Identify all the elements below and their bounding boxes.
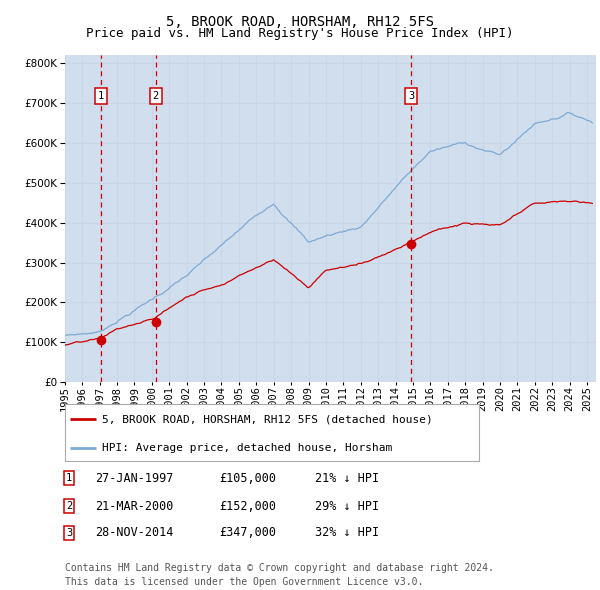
Text: Contains HM Land Registry data © Crown copyright and database right 2024.: Contains HM Land Registry data © Crown c… — [65, 563, 494, 573]
Text: 5, BROOK ROAD, HORSHAM, RH12 5FS (detached house): 5, BROOK ROAD, HORSHAM, RH12 5FS (detach… — [102, 414, 433, 424]
Text: 21-MAR-2000: 21-MAR-2000 — [95, 500, 173, 513]
Text: 1: 1 — [66, 473, 72, 483]
Text: £347,000: £347,000 — [219, 526, 276, 539]
Text: 32% ↓ HPI: 32% ↓ HPI — [315, 526, 379, 539]
Text: HPI: Average price, detached house, Horsham: HPI: Average price, detached house, Hors… — [102, 443, 392, 453]
Text: 28-NOV-2014: 28-NOV-2014 — [95, 526, 173, 539]
Text: 2: 2 — [66, 501, 72, 511]
Bar — [65, 55, 101, 382]
Text: 5, BROOK ROAD, HORSHAM, RH12 5FS: 5, BROOK ROAD, HORSHAM, RH12 5FS — [166, 15, 434, 30]
Text: 21% ↓ HPI: 21% ↓ HPI — [315, 471, 379, 484]
Bar — [412, 55, 596, 382]
Text: 1: 1 — [98, 91, 104, 101]
Text: 29% ↓ HPI: 29% ↓ HPI — [315, 500, 379, 513]
Text: £105,000: £105,000 — [219, 471, 276, 484]
Text: £152,000: £152,000 — [219, 500, 276, 513]
Text: This data is licensed under the Open Government Licence v3.0.: This data is licensed under the Open Gov… — [65, 577, 423, 587]
Text: Price paid vs. HM Land Registry's House Price Index (HPI): Price paid vs. HM Land Registry's House … — [86, 27, 514, 40]
Text: 3: 3 — [66, 528, 72, 538]
Text: 27-JAN-1997: 27-JAN-1997 — [95, 471, 173, 484]
Bar — [101, 55, 155, 382]
Bar — [155, 55, 412, 382]
Text: 3: 3 — [409, 91, 415, 101]
Text: 2: 2 — [152, 91, 159, 101]
